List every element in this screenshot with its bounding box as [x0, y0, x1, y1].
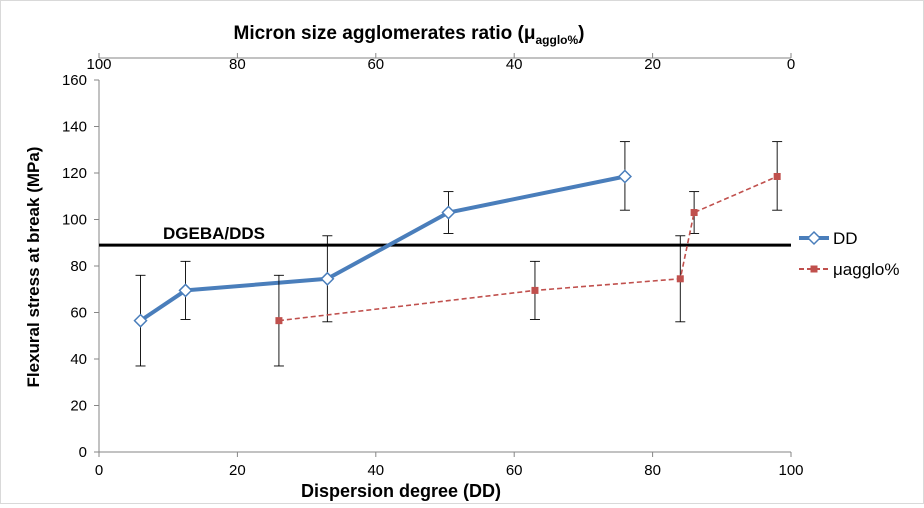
legend-marker — [806, 230, 822, 246]
data-point — [531, 286, 539, 294]
series-group — [133, 141, 783, 367]
top-tick-label: 0 — [787, 56, 795, 73]
top-axis-title: Micron size agglomerates ratio (μagglo%) — [234, 23, 585, 47]
y-tick-label: 140 — [62, 119, 87, 136]
data-point — [441, 205, 456, 220]
y-tick-label: 0 — [79, 444, 87, 461]
y-tick-label: 160 — [62, 72, 87, 89]
y-tick-label: 20 — [70, 398, 87, 415]
legend: DD μagglo% — [799, 229, 900, 279]
series-1 — [133, 141, 632, 367]
y-tick-label: 100 — [62, 212, 87, 229]
x-tick-label: 100 — [778, 462, 803, 479]
x-tick-label: 40 — [367, 462, 384, 479]
y-tick-label: 120 — [62, 165, 87, 182]
y-tick-label: 80 — [70, 258, 87, 275]
top-tick-label: 20 — [644, 56, 661, 73]
x-axis-title: Dispersion degree (DD) — [301, 481, 501, 501]
legend-marker — [810, 265, 818, 273]
x-tick-label: 60 — [506, 462, 523, 479]
data-point — [275, 317, 283, 325]
top-tick-label: 100 — [86, 56, 111, 73]
legend-label: μagglo% — [833, 260, 900, 279]
x-tick-label: 20 — [229, 462, 246, 479]
top-tick-label: 40 — [506, 56, 523, 73]
reference-line-label: DGEBA/DDS — [163, 224, 265, 243]
data-point — [617, 169, 632, 184]
series-2 — [273, 141, 783, 367]
data-point — [676, 275, 684, 283]
legend-label: DD — [833, 229, 858, 248]
data-point — [178, 283, 193, 298]
data-point — [773, 172, 781, 180]
data-point — [320, 271, 335, 286]
top-tick-label: 80 — [229, 56, 246, 73]
top-tick-label: 60 — [367, 56, 384, 73]
x-tick-label: 0 — [95, 462, 103, 479]
data-point — [690, 209, 698, 217]
data-point — [133, 313, 148, 328]
y-axis-title: Flexural stress at break (MPa) — [24, 147, 43, 388]
series-line — [139, 174, 626, 323]
y-tick-label: 40 — [70, 351, 87, 368]
y-tick-label: 60 — [70, 305, 87, 322]
x-tick-label: 80 — [644, 462, 661, 479]
